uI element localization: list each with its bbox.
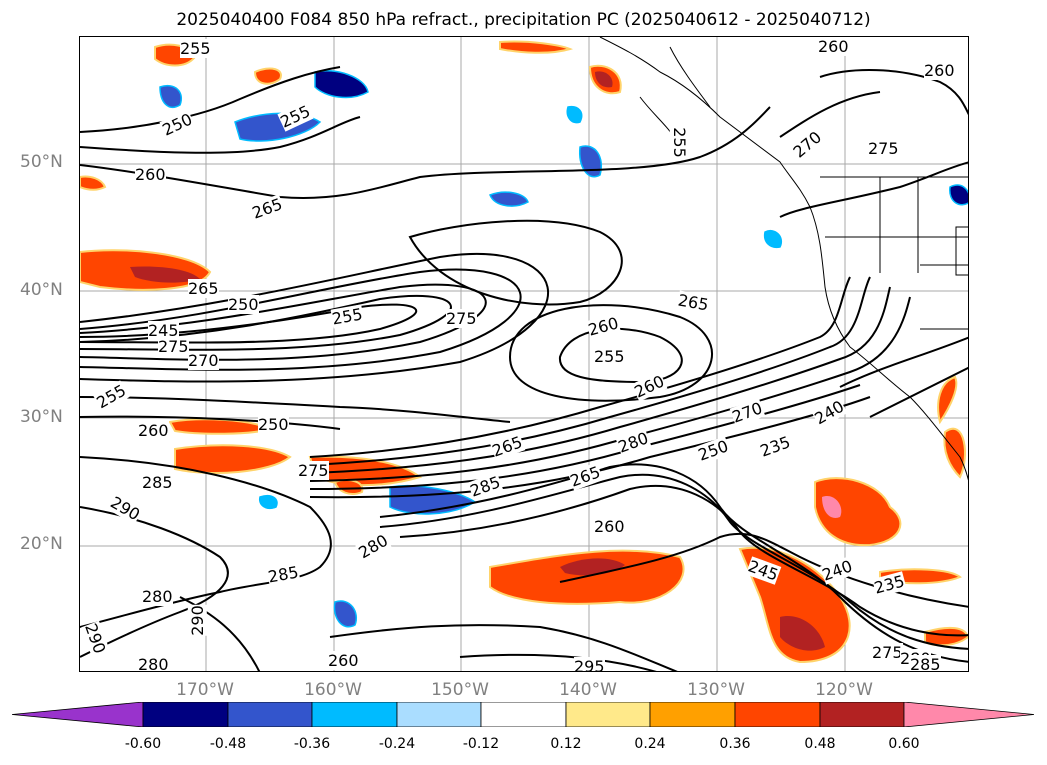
colorbar-tick-label: 0.60 bbox=[888, 736, 920, 752]
contour-label: 265 bbox=[249, 194, 285, 223]
colorbar bbox=[12, 702, 1034, 727]
contour-label: 275 bbox=[872, 643, 903, 662]
chart-title: 2025040400 F084 850 hPa refract., precip… bbox=[176, 10, 871, 30]
contour-label: 260 bbox=[135, 165, 166, 184]
contour-label: 235 bbox=[757, 432, 793, 461]
contour-label: 280 bbox=[138, 655, 169, 672]
contour-label: 290 bbox=[107, 492, 144, 525]
contour-labels: 255 250 255 260 265 260 260 270 275 265 … bbox=[80, 37, 968, 672]
contour-label: 255 bbox=[93, 380, 130, 413]
contour-label: 265 bbox=[567, 462, 603, 491]
contour-label: 275 bbox=[158, 337, 189, 356]
colorbar-cell bbox=[480, 702, 567, 727]
contour-label: 245 bbox=[148, 321, 179, 340]
contour-label: 260 bbox=[586, 313, 621, 340]
colorbar-tick-label: -0.60 bbox=[124, 736, 162, 752]
lon-label: 160°W bbox=[304, 680, 362, 700]
contour-label: 250 bbox=[228, 295, 259, 314]
colorbar-cell bbox=[903, 702, 1034, 727]
lat-label: 50°N bbox=[20, 152, 63, 172]
colorbar-tick-label: -0.36 bbox=[293, 736, 331, 752]
contour-label: 250 bbox=[159, 109, 196, 140]
contour-label: 255 bbox=[594, 347, 625, 366]
colorbar-tick-label: -0.12 bbox=[462, 736, 500, 752]
contour-label: 275 bbox=[868, 139, 899, 158]
contour-label: 285 bbox=[910, 655, 941, 672]
colorbar-cell bbox=[142, 702, 229, 727]
colorbar-tick-label: 0.12 bbox=[550, 736, 582, 752]
contour-label: 265 bbox=[188, 279, 219, 298]
colorbar-cell bbox=[649, 702, 736, 727]
contour-label: 270 bbox=[188, 351, 219, 370]
colorbar-cell bbox=[12, 702, 144, 727]
contour-label: 265 bbox=[489, 432, 525, 461]
colorbar-cell bbox=[565, 702, 651, 727]
contour-label: 255 bbox=[180, 39, 211, 58]
contour-label: 280 bbox=[615, 428, 651, 457]
refractivity-contours bbox=[80, 66, 968, 671]
colorbar-cell bbox=[227, 702, 313, 727]
contour-label: 240 bbox=[819, 556, 855, 585]
map-svg bbox=[80, 37, 968, 671]
coastlines bbox=[599, 37, 968, 481]
contour-label: 295 bbox=[574, 657, 605, 671]
colorbar-cell bbox=[396, 702, 482, 727]
lon-label: 170°W bbox=[176, 680, 234, 700]
contour-label: 260 bbox=[328, 651, 359, 670]
lat-label: 30°N bbox=[20, 407, 63, 427]
contour-label: 260 bbox=[138, 421, 169, 440]
colorbar-cell bbox=[734, 702, 821, 727]
contour-label: 285 bbox=[467, 472, 503, 501]
colorbar-cell bbox=[819, 702, 905, 727]
contour-label: 240 bbox=[811, 396, 848, 429]
contour-label: 260 bbox=[818, 37, 849, 56]
contour-label: 285 bbox=[142, 473, 173, 492]
colorbar-tick-label: -0.24 bbox=[378, 736, 416, 752]
colorbar-tick-label: 0.36 bbox=[719, 736, 751, 752]
contour-label: 265 bbox=[676, 290, 710, 315]
lat-label: 40°N bbox=[20, 280, 63, 300]
lon-label: 140°W bbox=[559, 680, 617, 700]
contour-label: 235 bbox=[872, 571, 907, 598]
contour-label: 245 bbox=[745, 556, 781, 585]
contour-label: 255 bbox=[277, 101, 314, 132]
colorbar-tick-label: 0.48 bbox=[804, 736, 836, 752]
contour-label: 250 bbox=[258, 415, 289, 434]
contour-label: 285 bbox=[266, 562, 300, 587]
colorbar-cells bbox=[12, 702, 1034, 727]
contour-label: 275 bbox=[446, 309, 477, 328]
lon-label: 130°W bbox=[687, 680, 745, 700]
map-panel: 255 250 255 260 265 260 260 270 275 265 … bbox=[79, 36, 969, 672]
lon-label: 150°W bbox=[431, 680, 489, 700]
contour-label: 255 bbox=[330, 304, 364, 329]
contour-label: 280 bbox=[142, 587, 173, 606]
lat-label: 20°N bbox=[20, 534, 63, 554]
contour-label: 275 bbox=[298, 461, 329, 480]
contour-label: 270 bbox=[789, 127, 826, 162]
contour-label: 280 bbox=[355, 530, 392, 563]
contour-label: 255 bbox=[669, 127, 689, 158]
contour-label: 290 bbox=[81, 620, 110, 657]
contour-label: 260 bbox=[924, 61, 955, 80]
contour-label: 260 bbox=[631, 371, 668, 402]
lon-label: 120°W bbox=[815, 680, 873, 700]
contour-label: 290 bbox=[187, 605, 207, 636]
colorbar-tick-label: 0.24 bbox=[634, 736, 666, 752]
colorbar-tick-label: -0.48 bbox=[209, 736, 247, 752]
contour-label: 250 bbox=[695, 436, 731, 465]
contour-label: 260 bbox=[594, 517, 625, 536]
contour-label: 270 bbox=[729, 398, 765, 427]
colorbar-cell bbox=[311, 702, 398, 727]
